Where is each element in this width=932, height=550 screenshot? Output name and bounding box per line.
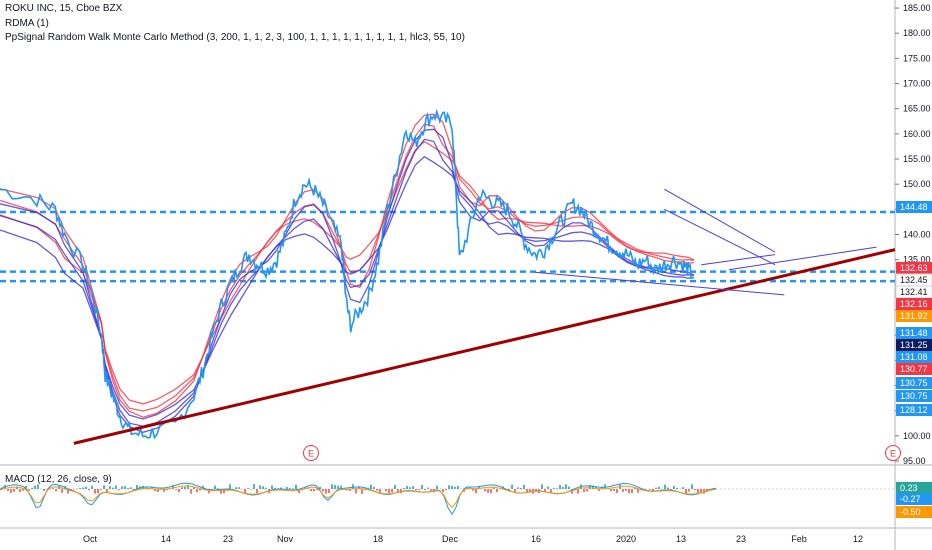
channel-line	[701, 254, 776, 266]
macd-line	[0, 482, 717, 516]
event-circle	[885, 445, 901, 461]
price-tag: 132.41	[895, 285, 932, 299]
x-tick-label: 14	[161, 534, 171, 544]
price-tag-label: 128.12	[900, 405, 928, 415]
price-tag: 128.12	[896, 404, 932, 416]
macd-tag-label: -0.50	[900, 507, 921, 517]
support-trend-line	[73, 248, 896, 445]
price-tag-label: 132.16	[900, 299, 928, 309]
price-tag-bg	[896, 363, 932, 375]
price-tag-bg	[896, 339, 932, 351]
price-tag-label: 132.45	[900, 275, 928, 285]
price-tag-bg	[896, 390, 932, 402]
price-tag-label: 132.63	[900, 263, 928, 273]
price-tag-bg	[896, 298, 932, 310]
price-axis[interactable]: 185.00 180.00 175.00 170.00 165.00 160.00 155.…	[895, 3, 932, 518]
x-tick-label: 18	[373, 534, 383, 544]
y-tick-label: 100.00	[903, 431, 931, 441]
macd-tag: -0.50	[896, 506, 932, 518]
y-tick-label: 95.00	[903, 456, 926, 466]
price-tag: 132.16	[896, 298, 932, 310]
macd-tag: 0.23	[896, 482, 932, 494]
macd-signal-line	[0, 485, 717, 509]
y-tick-label: 160.00	[903, 129, 931, 139]
y-tick-label: 165.00	[903, 104, 931, 114]
time-axis[interactable]: Oct 14 23 Nov 18 Dec 16 2020 13 23 Feb 12	[83, 534, 863, 544]
x-tick-label: 13	[676, 534, 686, 544]
legend-signal: PpSignal Random Walk Monte Carlo Method …	[5, 32, 465, 43]
price-tag-bg	[896, 201, 932, 213]
price-tag-label: 144.48	[900, 202, 928, 212]
ma-band-line	[0, 155, 694, 420]
y-tick-label: 135.00	[903, 255, 931, 265]
price-tag: 130.75	[896, 377, 932, 389]
price-tag: 130.77	[896, 363, 932, 375]
macd-tag-label: -0.27	[900, 494, 921, 504]
x-tick-label: Nov	[277, 534, 294, 544]
x-tick-label: Feb	[791, 534, 807, 544]
price-tag-bg	[896, 404, 932, 416]
ma-band-line	[0, 123, 694, 412]
event-label: E	[308, 449, 314, 459]
price-tag-bg	[896, 377, 932, 389]
y-tick-label: 170.00	[903, 79, 931, 89]
price-tag-bg	[896, 351, 932, 363]
channel-line	[728, 246, 877, 271]
y-tick-label: 155.00	[903, 154, 931, 164]
legend-symbol: ROKU INC, 15, Cboe BZX	[5, 3, 123, 14]
price-tag-label: 131.08	[900, 352, 928, 362]
price-tag-label: 130.77	[900, 364, 928, 374]
price-tag-label: 131.25	[900, 340, 928, 350]
x-tick-label: 12	[853, 534, 863, 544]
price-tag: 131.25	[896, 339, 932, 351]
price-series-line	[0, 108, 695, 440]
macd-tag-bg	[896, 493, 932, 505]
macd-pane[interactable]	[0, 482, 895, 516]
price-tag: 132.63	[896, 262, 932, 274]
earnings-event-marker: E	[885, 445, 901, 461]
x-tick-label: 23	[736, 534, 746, 544]
price-tag: 131.08	[896, 351, 932, 363]
x-tick-label: 23	[223, 534, 233, 544]
price-tag-label: 130.75	[900, 378, 928, 388]
price-tag-label: 131.92	[900, 311, 928, 321]
price-tag: 131.92	[896, 310, 932, 322]
price-tag-bg	[896, 262, 932, 274]
x-tick-label: 2020	[616, 534, 636, 544]
x-tick-label: 16	[531, 534, 541, 544]
price-tag-bg	[896, 310, 932, 322]
legend-macd: MACD (12, 26, close, 9)	[5, 474, 112, 485]
channel-line	[535, 271, 785, 296]
y-tick-label: 180.00	[903, 28, 931, 38]
y-tick-label: 185.00	[903, 3, 931, 13]
x-tick-label: Oct	[83, 534, 98, 544]
event-label: E	[890, 449, 896, 459]
channel-line	[664, 208, 776, 266]
macd-tag-label: 0.23	[900, 483, 918, 493]
macd-tag-bg	[896, 482, 932, 494]
macd-tag-bg	[896, 506, 932, 518]
price-tag-label: 131.48	[900, 328, 928, 338]
price-tag: 144.48	[896, 201, 932, 213]
ma-band-line	[0, 113, 695, 418]
event-circle	[303, 445, 319, 461]
y-tick-label: 150.00	[903, 179, 931, 189]
y-tick-label: 140.00	[903, 230, 931, 240]
price-tag-label: 130.75	[900, 391, 928, 401]
earnings-event-marker: E	[303, 445, 319, 461]
price-tag: 131.48	[896, 327, 932, 339]
price-tag-bg	[896, 327, 932, 339]
price-tag: 130.75	[896, 390, 932, 402]
y-tick-label: 175.00	[903, 53, 931, 63]
macd-tag: -0.27	[896, 493, 932, 505]
channel-line	[664, 188, 776, 253]
x-tick-label: Dec	[442, 534, 459, 544]
price-tag: 132.45	[895, 273, 932, 287]
legend-rdma: RDMA (1)	[5, 18, 49, 29]
price-tag-label: 132.41	[900, 287, 928, 297]
